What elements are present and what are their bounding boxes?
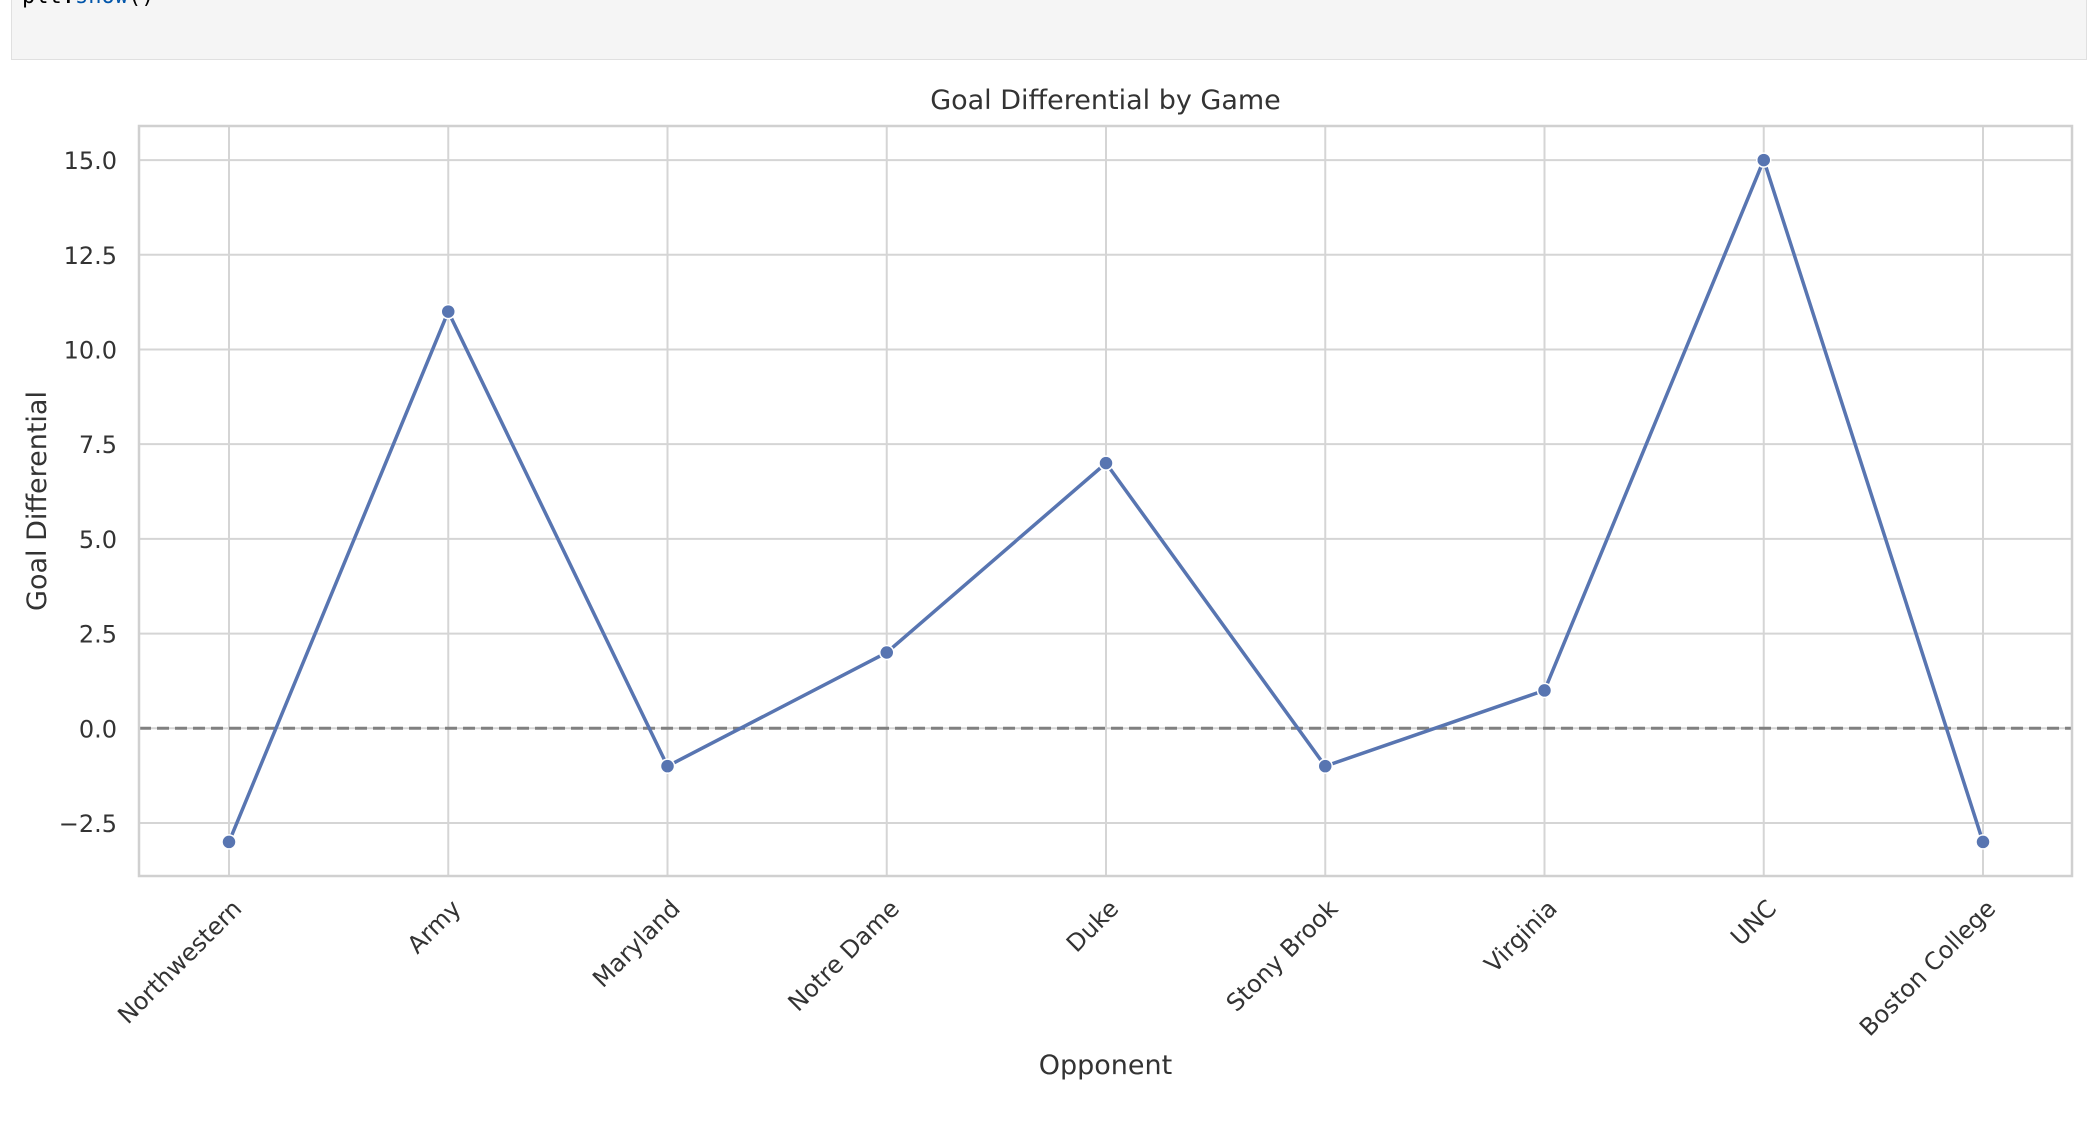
data-point [1098, 455, 1114, 471]
x-axis-label: Opponent [1039, 1050, 1172, 1081]
y-axis-label: Goal Differential [22, 391, 53, 611]
y-tick-label: 7.5 [79, 431, 117, 459]
x-tick-label: Northwestern [112, 894, 247, 1029]
chart-title: Goal Differential by Game [930, 85, 1281, 116]
y-tick-label: 15.0 [64, 147, 117, 175]
code-prefix: plt. [22, 0, 75, 9]
y-tick-label: 10.0 [64, 336, 117, 364]
data-point [1756, 152, 1772, 168]
code-cell[interactable]: plt.show() [11, 0, 2087, 60]
y-tick-labels: −2.5 0.0 2.5 5.0 7.5 10.0 12.5 15.0 [59, 147, 117, 838]
y-tick-label: 0.0 [79, 715, 117, 743]
data-point [440, 303, 456, 320]
x-tick-label: UNC [1725, 894, 1782, 951]
data-point [1536, 682, 1553, 699]
y-tick-label: 12.5 [64, 242, 117, 270]
x-tick-label: Notre Dame [783, 894, 905, 1016]
x-tick-label: Army [402, 894, 467, 959]
y-tick-label: 2.5 [79, 621, 117, 649]
data-point [659, 758, 676, 774]
grid [139, 126, 2072, 876]
x-tick-label: Duke [1061, 894, 1124, 957]
x-tick-label: Maryland [587, 894, 686, 993]
data-point [221, 834, 237, 850]
y-tick-label: −2.5 [59, 810, 117, 838]
x-tick-label: Virginia [1479, 894, 1563, 978]
data-point [1317, 758, 1333, 774]
series-layer [221, 152, 1991, 850]
x-tick-label: Boston College [1854, 894, 2001, 1041]
code-function: show [75, 0, 128, 9]
data-point [879, 644, 895, 661]
data-point [1975, 834, 1991, 850]
x-tick-label: Stony Brook [1221, 894, 1344, 1017]
y-tick-label: 5.0 [79, 526, 117, 554]
x-tick-labels: Northwestern Army Maryland Notre Dame Duke St… [112, 894, 2001, 1041]
plot-frame [137, 124, 2074, 878]
code-suffix: () [128, 0, 155, 9]
code-line: plt.show() [22, 0, 154, 9]
